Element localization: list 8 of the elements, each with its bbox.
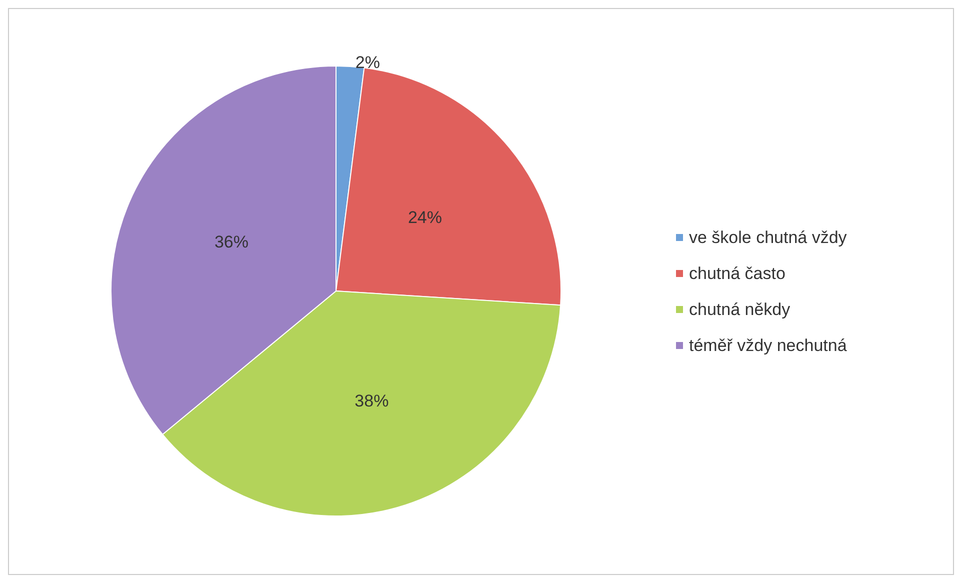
data-label: 24% [408,208,442,227]
legend-label: chutná často [689,264,786,283]
data-label: 2% [355,52,380,72]
legend-label: ve škole chutná vždy [689,228,848,247]
data-label: 38% [354,391,389,410]
legend-label: chutná někdy [689,300,791,319]
data-label: 36% [214,232,249,252]
legend-label: téměř vždy nechutná [689,336,848,355]
